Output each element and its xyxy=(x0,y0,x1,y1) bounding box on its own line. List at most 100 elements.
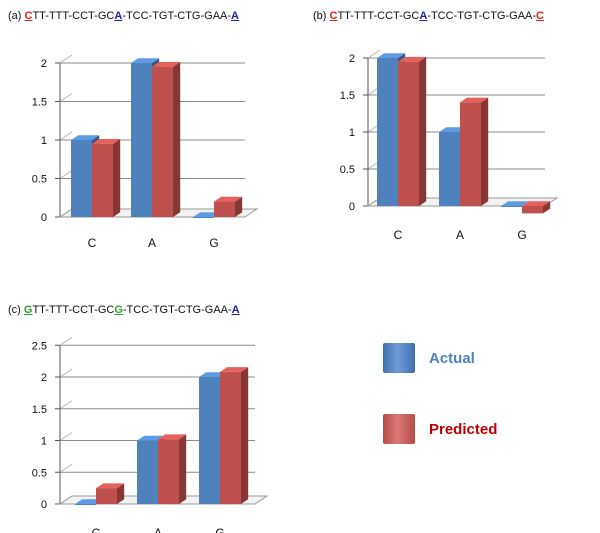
y-tick-label: 0 xyxy=(41,499,47,511)
y-tick-label: 1 xyxy=(41,135,47,147)
gridline-depth xyxy=(59,368,73,378)
bar-top xyxy=(96,483,125,489)
bar-front xyxy=(71,140,92,217)
title-segment: (c) xyxy=(8,304,24,316)
bar-side xyxy=(117,483,125,504)
bar-side xyxy=(173,62,181,217)
gridline-depth xyxy=(59,93,73,102)
legend-swatch-actual xyxy=(383,343,415,373)
chart-a-svg: 0 0.5 1 1.5 2 C A G xyxy=(32,54,259,250)
x-category-label: G xyxy=(209,236,218,250)
x-category-label: A xyxy=(154,526,162,533)
bar-predicted-A xyxy=(460,97,489,206)
bar-front xyxy=(377,58,398,206)
title-highlighted-base: C xyxy=(536,10,544,22)
title-highlighted-base: G xyxy=(23,304,33,316)
bar-front xyxy=(193,217,214,218)
title-segment: TT-TTT-CCT-GC xyxy=(32,304,115,316)
title-segment: (a) xyxy=(8,10,25,22)
bar-front xyxy=(92,143,113,217)
bar-top xyxy=(377,53,406,58)
legend-swatch-predicted xyxy=(383,414,415,444)
title-highlighted-base: A xyxy=(231,10,239,22)
bar-front xyxy=(199,377,220,504)
gridline-depth xyxy=(59,131,73,141)
bar-top xyxy=(92,139,121,144)
bar-top xyxy=(522,201,551,206)
y-tick-label: 1.5 xyxy=(32,404,47,416)
bar-front xyxy=(137,440,158,504)
bar-side xyxy=(481,97,489,206)
bar-front xyxy=(522,206,543,214)
bar-predicted-G xyxy=(220,367,249,504)
legend: Actual Predicted xyxy=(383,343,583,463)
bar-predicted-A xyxy=(152,62,181,217)
title-highlighted-base: C xyxy=(329,10,338,22)
bar-side xyxy=(179,434,187,504)
legend-label-actual: Actual xyxy=(429,349,475,367)
y-tick-label: 1.5 xyxy=(32,97,47,109)
y-tick-label: 1.5 xyxy=(340,90,355,102)
title-highlighted-base: A xyxy=(419,10,428,22)
legend-item-actual: Actual xyxy=(383,343,475,373)
bar-front xyxy=(214,201,235,217)
title-segment: -TCC-TGT-CTG-GAA- xyxy=(122,10,232,22)
chart-title-c: (c) GTT-TTT-CCT-GCG-TCC-TGT-CTG-GAA-A xyxy=(8,304,240,316)
x-category-label: G xyxy=(215,526,224,533)
bar-top xyxy=(501,201,530,206)
bar-predicted-A xyxy=(158,434,187,504)
bar-front xyxy=(439,132,460,206)
bar-side xyxy=(235,196,243,217)
title-segment: -TCC-TGT-CTG-GAA- xyxy=(427,10,537,22)
bar-actual-G xyxy=(501,201,530,207)
x-category-label: A xyxy=(456,228,464,242)
gridline-depth xyxy=(59,170,73,179)
bar-top xyxy=(220,367,249,372)
bar-predicted-C xyxy=(96,483,125,504)
title-highlighted-base: A xyxy=(231,304,240,316)
bar-side xyxy=(419,56,427,207)
y-tick-label: 0 xyxy=(349,201,355,213)
title-segment: -TCC-TGT-CTG-GAA- xyxy=(122,304,232,316)
bar-side xyxy=(241,367,249,504)
bar-top xyxy=(131,58,160,63)
x-category-label: G xyxy=(517,228,526,242)
bar-front xyxy=(75,504,96,505)
chart-c-svg: 0 0.5 1 1.5 2 2.5 C A G xyxy=(32,336,269,533)
bar-front xyxy=(398,61,419,207)
legend-label-predicted: Predicted xyxy=(429,420,498,438)
gridline-depth xyxy=(59,400,73,410)
y-tick-label: 2 xyxy=(41,372,47,384)
bar-top xyxy=(398,56,427,62)
y-tick-label: 2 xyxy=(349,53,355,65)
gridline-depth xyxy=(367,49,381,59)
y-tick-label: 0.5 xyxy=(32,174,47,186)
bar-front xyxy=(501,206,522,207)
chart-b-svg: 0 0.5 1 1.5 2 C A G xyxy=(340,49,559,242)
bar-top xyxy=(460,97,489,103)
y-tick-label: 0 xyxy=(41,212,47,224)
y-tick-label: 1 xyxy=(41,436,47,448)
bar-top xyxy=(158,434,187,440)
bar-front xyxy=(158,439,179,504)
bar-front xyxy=(460,102,481,206)
bar-side xyxy=(113,139,121,217)
x-category-label: C xyxy=(92,526,101,533)
title-segment: TT-TTT-CCT-GC xyxy=(32,10,115,22)
y-tick-label: 1 xyxy=(349,127,355,139)
bar-predicted-G xyxy=(522,201,551,214)
title-highlighted-base: A xyxy=(114,10,123,22)
bar-front xyxy=(220,371,241,504)
title-segment: TT-TTT-CCT-GC xyxy=(337,10,420,22)
bar-predicted-C xyxy=(92,139,121,217)
gridline-depth xyxy=(59,54,73,64)
gridline-depth xyxy=(59,463,73,473)
gridline-depth xyxy=(59,432,73,441)
chart-title-a: (a) CTT-TTT-CCT-GCA-TCC-TGT-CTG-GAA-A xyxy=(8,10,239,22)
bar-front xyxy=(152,66,173,217)
y-tick-label: 2 xyxy=(41,58,47,70)
y-tick-label: 0.5 xyxy=(340,164,355,176)
